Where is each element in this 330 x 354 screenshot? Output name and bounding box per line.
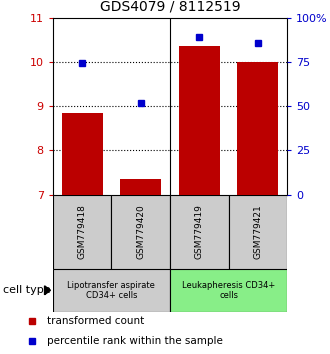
Text: GSM779418: GSM779418	[78, 204, 86, 259]
Text: cell type: cell type	[3, 285, 51, 295]
Bar	[53, 269, 170, 312]
Text: GSM779420: GSM779420	[136, 205, 145, 259]
Bar	[179, 46, 220, 195]
Bar	[120, 179, 161, 195]
Text: Lipotransfer aspirate
CD34+ cells: Lipotransfer aspirate CD34+ cells	[67, 281, 155, 300]
Text: GSM779419: GSM779419	[195, 204, 204, 259]
Text: Leukapheresis CD34+
cells: Leukapheresis CD34+ cells	[182, 281, 275, 300]
Text: transformed count: transformed count	[47, 316, 144, 326]
Bar	[112, 195, 170, 269]
Bar	[237, 62, 278, 195]
Text: GSM779421: GSM779421	[253, 205, 262, 259]
Bar	[62, 113, 103, 195]
Bar	[170, 269, 287, 312]
Title: GDS4079 / 8112519: GDS4079 / 8112519	[100, 0, 240, 14]
Bar	[170, 195, 229, 269]
Bar	[229, 195, 287, 269]
Text: percentile rank within the sample: percentile rank within the sample	[47, 336, 223, 346]
Bar	[53, 195, 112, 269]
